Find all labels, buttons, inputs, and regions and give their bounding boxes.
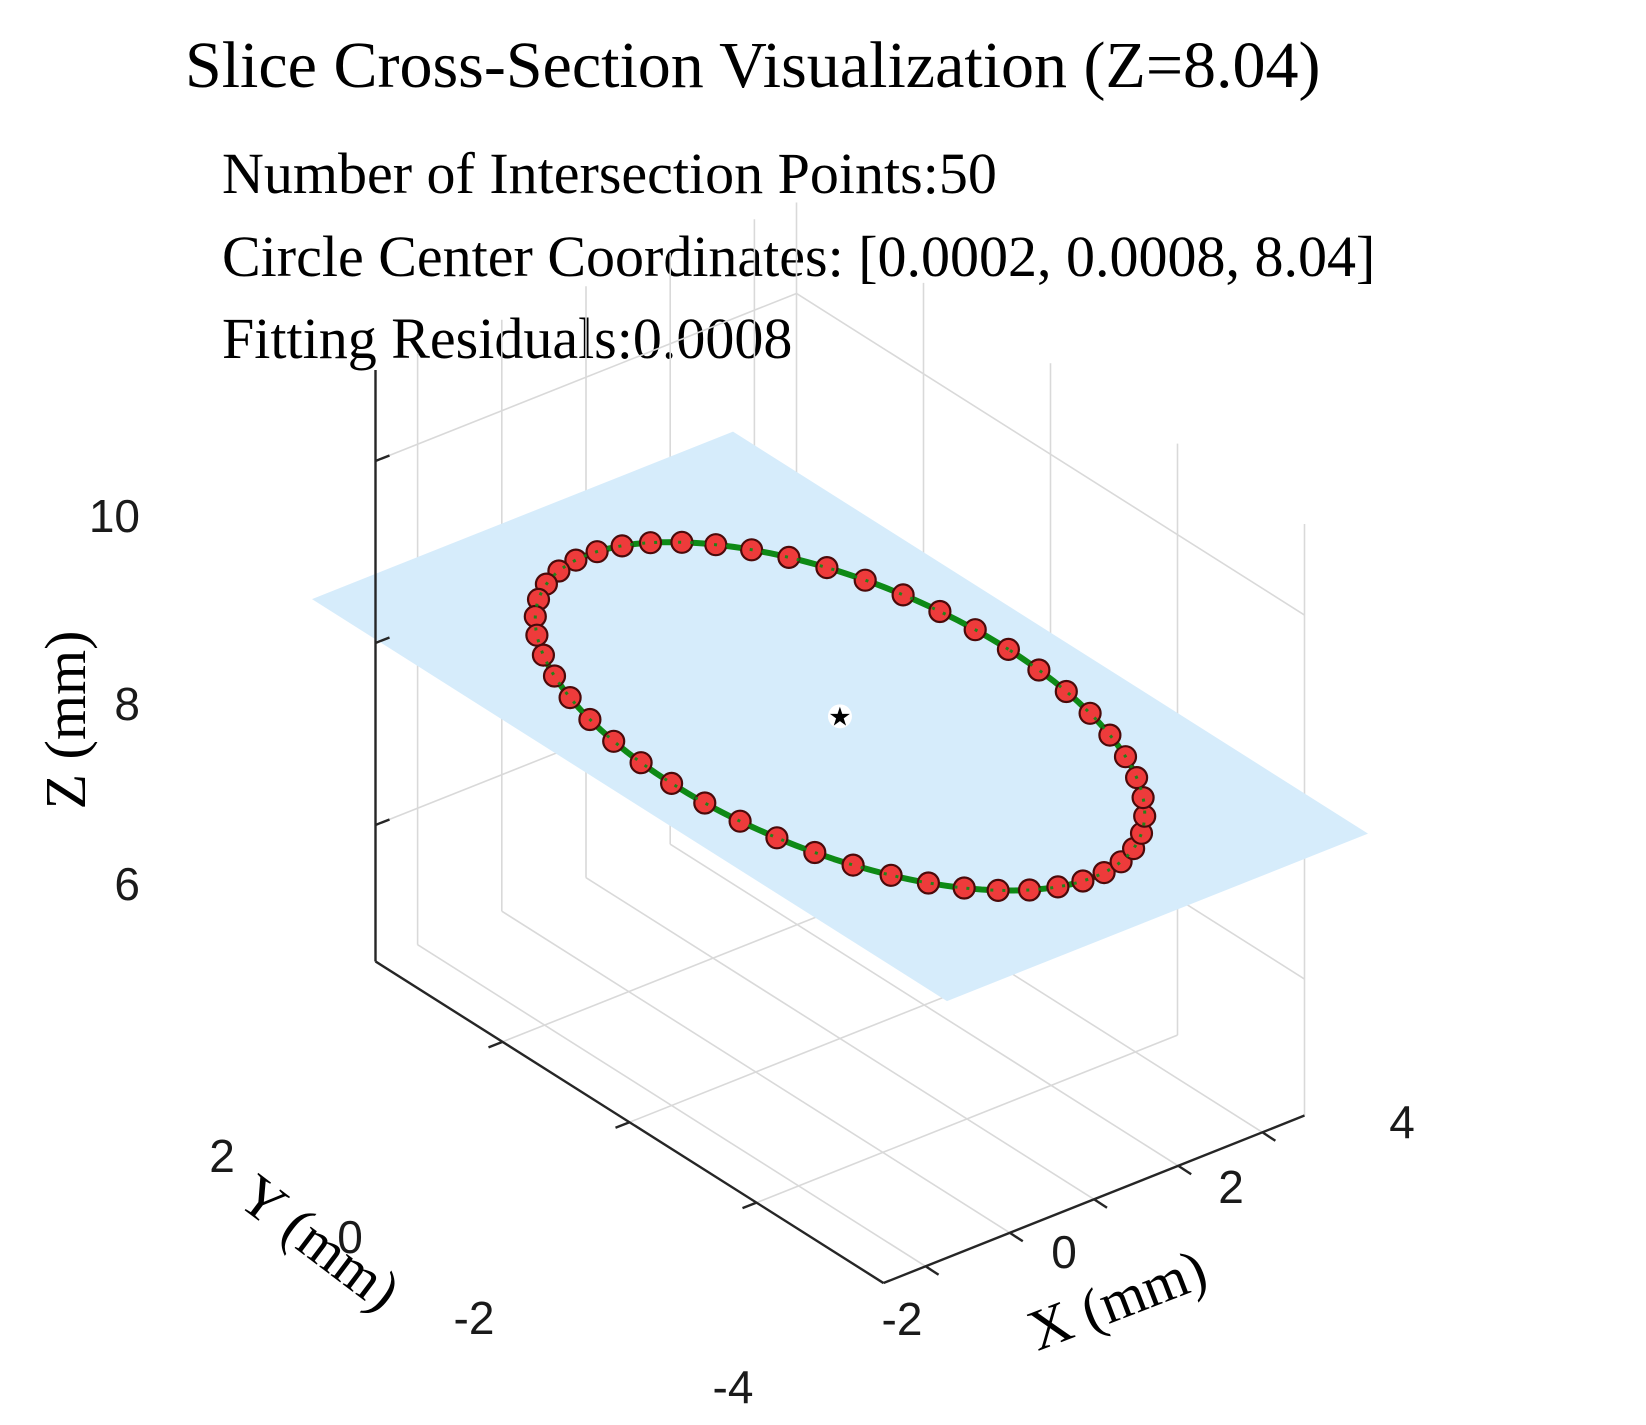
intersection-point — [841, 853, 865, 877]
axes — [374, 369, 1305, 1285]
intersection-point — [996, 637, 1021, 662]
x-tick — [1009, 1231, 1024, 1243]
intersection-point — [777, 545, 801, 570]
x-tick — [924, 1265, 940, 1276]
z-axis-label: Z (mm) — [33, 631, 98, 810]
z-tick — [375, 818, 390, 827]
intersection-point — [693, 791, 717, 815]
intersection-point — [815, 555, 839, 580]
intersection-point — [765, 826, 789, 850]
intersection-point — [629, 751, 653, 775]
intersection-point — [803, 840, 827, 865]
y-tick-label-neg2: -2 — [454, 1292, 495, 1344]
intersection-point — [1054, 679, 1078, 704]
y-axis-label: Y (mm) — [227, 1161, 412, 1323]
intersection-point — [542, 664, 567, 688]
intersection-point — [1046, 875, 1070, 899]
intersection-points-layer — [523, 530, 1157, 903]
z-tick — [375, 454, 390, 463]
x-tick — [1093, 1198, 1108, 1209]
intersection-point — [986, 878, 1010, 903]
info-line-residuals: Fitting Residuals:0.0008 — [222, 306, 792, 371]
center-marker-halo — [827, 704, 852, 729]
intersection-point — [564, 548, 588, 572]
intersection-point — [659, 771, 684, 796]
y-tick — [615, 1121, 630, 1129]
center-marker: ★ — [828, 702, 851, 732]
y-tick-label-2: 2 — [209, 1130, 235, 1182]
intersection-point — [610, 534, 634, 558]
y-tick — [488, 1040, 503, 1049]
intersection-point — [531, 643, 556, 667]
intersection-point — [1098, 723, 1122, 747]
intersection-point — [1027, 658, 1051, 682]
intersection-point — [952, 876, 976, 900]
intersection-point — [891, 583, 915, 607]
z-tick-label-8: 8 — [114, 678, 140, 730]
x-tick — [1261, 1131, 1277, 1142]
z-tick-label-6: 6 — [114, 858, 140, 910]
floor-grid-line-y — [756, 1034, 1178, 1204]
x-tick-label-neg4: -4 — [713, 1361, 754, 1413]
intersection-point — [928, 599, 952, 624]
x-tick-label-0: 0 — [1051, 1226, 1077, 1278]
fitted-circle-overlay — [533, 540, 1147, 892]
y-tick-label-0: 0 — [337, 1211, 363, 1263]
intersection-point — [1078, 701, 1102, 725]
intersection-point — [602, 729, 626, 753]
intersection-point — [1071, 869, 1095, 893]
intersection-point — [1131, 785, 1155, 810]
x-tick-label-4: 4 — [1389, 1096, 1415, 1148]
intersection-point — [1017, 878, 1042, 902]
intersection-point — [879, 863, 903, 887]
center-marker-layer: ★ — [827, 702, 852, 732]
intersection-point — [638, 531, 663, 555]
info-line-center: Circle Center Coordinates: [0.0002, 0.00… — [222, 224, 1375, 289]
right-wall-grid-horizontal — [796, 292, 1305, 616]
z-tick-label-10: 10 — [89, 490, 140, 542]
back-wall-grid-horizontal — [375, 292, 797, 462]
chart-title: Slice Cross-Section Visualization (Z=8.0… — [185, 29, 1321, 102]
x-axis-label: X (mm) — [1019, 1236, 1215, 1363]
info-line-points: Number of Intersection Points:50 — [222, 141, 997, 206]
intersection-point — [670, 530, 694, 554]
intersection-point — [916, 871, 941, 895]
x-tick — [1177, 1164, 1192, 1176]
y-tick — [742, 1201, 757, 1210]
x-tick-label-neg2: -2 — [882, 1293, 923, 1345]
x-tick-label-2: 2 — [1218, 1161, 1244, 1213]
intersection-point — [1092, 860, 1116, 885]
z-tick — [375, 636, 390, 645]
intersection-point — [558, 685, 582, 710]
intersection-point — [853, 568, 877, 592]
